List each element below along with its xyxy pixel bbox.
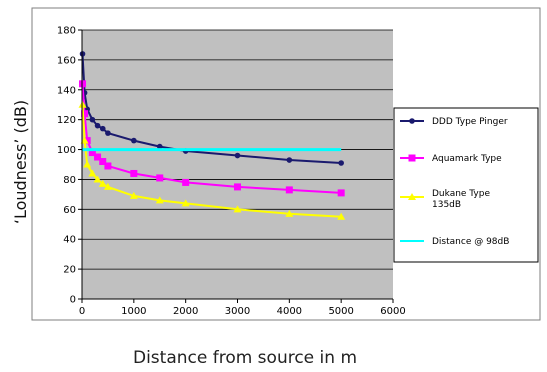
legend-entry: DDD Type Pinger [400,117,508,127]
legend-entry: Dukane Type 135dB [400,189,490,210]
legend-label-line: 135dB [432,200,461,210]
y-tick-label: 20 [63,265,76,276]
plot-area [78,29,393,299]
data-point [155,196,164,204]
data-point [94,122,101,129]
legend-entry: Aquamark Type [400,154,502,164]
data-point [129,191,138,199]
data-point [234,183,241,191]
legend-entry: Distance @ 98dB [400,237,509,247]
data-point [94,153,102,161]
data-point [182,178,190,186]
x-tick-label: 0 [79,306,85,317]
series-0 [79,51,344,166]
data-point [181,199,190,207]
x-tick-label: 5000 [328,306,353,317]
legend-label: DDD Type Pinger [432,117,508,127]
x-tick-label: 1000 [121,306,146,317]
legend-marker [409,118,415,124]
data-point [88,149,96,157]
legend-label: Distance @ 98dB [432,237,509,247]
legend-label: Aquamark Type [432,154,502,164]
data-point [99,125,106,132]
series-2 [78,100,346,220]
data-point [104,162,112,170]
data-point [99,158,107,166]
data-point [233,205,242,213]
y-tick-label: 140 [57,85,76,96]
data-point [105,130,111,136]
data-point [286,157,293,163]
data-point [83,160,92,168]
y-tick-label: 0 [70,295,76,306]
data-point [103,182,112,190]
legend-box [393,107,539,263]
data-point [89,116,96,123]
x-tick-label: 2000 [173,306,198,317]
y-axis-label: ‘Loudness’ (dB) [11,100,30,224]
data-point [285,186,293,194]
y-axis: 0 20 40 60 80 100 120 140 160 180 [57,26,83,306]
data-point [156,174,164,182]
data-point [88,169,97,177]
data-point [79,80,87,88]
data-point [81,110,89,118]
legend: DDD Type Pinger Aquamark Type Dukane Type 1… [393,107,539,263]
data-point [338,160,344,166]
data-point [78,100,87,108]
data-point [131,137,137,144]
data-point [285,209,294,217]
y-tick-label: 60 [63,205,76,216]
y-tick-label: 160 [57,55,76,66]
y-tick-label: 100 [57,145,76,156]
legend-label: Dukane Type 135dB [432,189,490,210]
data-point [83,137,91,145]
data-point [79,51,86,57]
legend-label-line: Dukane Type [432,189,490,199]
y-tick-label: 80 [63,175,76,186]
data-point [93,175,102,183]
x-axis: 0 1000 2000 3000 4000 5000 6000 [79,298,406,317]
x-tick-label: 3000 [225,306,250,317]
plot-background [82,30,393,299]
x-tick-label: 6000 [380,306,405,317]
data-point [234,152,241,159]
data-point [337,212,346,220]
legend-marker [408,154,416,162]
data-point [98,179,107,187]
data-point [130,169,138,177]
x-tick-label: 4000 [277,306,302,317]
x-axis-label: Distance from source in m [133,348,357,368]
y-tick-label: 40 [63,235,76,246]
legend-marker [408,193,416,200]
series-1 [79,80,345,197]
data-point [337,189,345,197]
y-tick-label: 180 [57,26,76,37]
y-tick-label: 120 [57,115,76,126]
data-point [156,143,163,150]
data-point [80,136,89,144]
